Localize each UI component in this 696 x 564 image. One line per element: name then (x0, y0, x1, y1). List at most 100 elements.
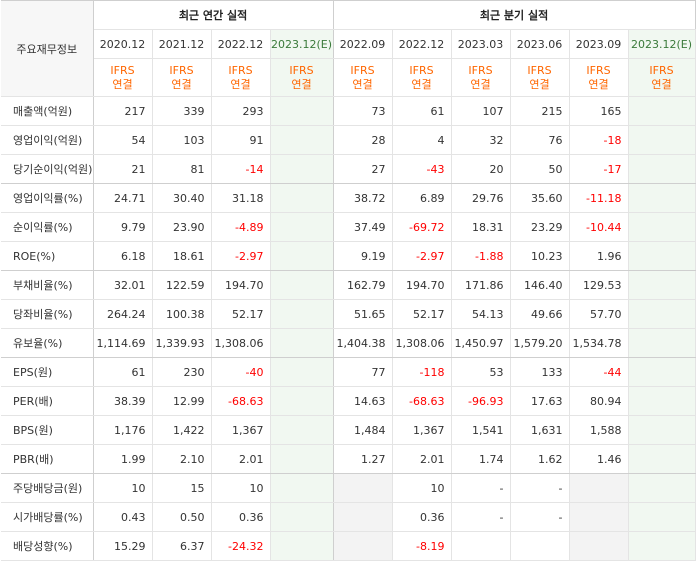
data-cell: 2.01 (211, 444, 271, 474)
row-label: 당기순이익(억원) (1, 154, 94, 184)
basis-scope: 연결 (230, 77, 251, 91)
data-cell (628, 386, 696, 416)
data-cell (569, 502, 629, 532)
basis-standard: IFRS (110, 63, 135, 77)
data-cell: -68.63 (211, 386, 271, 416)
data-cell: -18 (569, 125, 629, 155)
data-cell: 1,404.38 (333, 328, 393, 358)
basis-scope: 연결 (411, 77, 432, 91)
data-cell: -17 (569, 154, 629, 184)
data-cell: 103 (152, 125, 212, 155)
data-cell: 1,422 (152, 415, 212, 445)
period-header: 2023.09 (569, 29, 629, 59)
data-cell: 9.19 (333, 241, 393, 271)
table-row: 영업이익률(%) 24.71 30.40 31.18 38.72 6.89 29.76 35.… (1, 183, 696, 213)
table-row: EPS(원) 61 230 -40 77 -118 53 133 -44 (1, 357, 696, 387)
data-cell (270, 328, 334, 358)
data-cell: 194.70 (211, 270, 271, 300)
data-cell (451, 531, 511, 561)
data-cell (628, 212, 696, 242)
data-cell: -24.32 (211, 531, 271, 561)
data-cell (270, 154, 334, 184)
data-cell (270, 357, 334, 387)
data-cell: 1,367 (211, 415, 271, 445)
data-cell: 24.71 (93, 183, 153, 213)
data-cell: 31.18 (211, 183, 271, 213)
data-cell (270, 212, 334, 242)
data-cell: 27 (333, 154, 393, 184)
data-cell (270, 241, 334, 271)
data-cell: 91 (211, 125, 271, 155)
ifrs-consolidated-tag: IFRS 연결 (569, 58, 629, 97)
row-label: 매출액(억원) (1, 96, 94, 126)
data-cell (270, 444, 334, 474)
data-cell: 1.46 (569, 444, 629, 474)
basis-standard: IFRS (527, 63, 552, 77)
data-cell: 2.10 (152, 444, 212, 474)
row-label-header: 주요재무정보 (1, 0, 94, 97)
data-cell: -40 (211, 357, 271, 387)
data-cell: 28 (333, 125, 393, 155)
quarterly-results-header: 최근 분기 실적 (333, 0, 696, 30)
data-cell (270, 502, 334, 532)
data-cell: 9.79 (93, 212, 153, 242)
data-cell (628, 415, 696, 445)
data-cell: 35.60 (510, 183, 570, 213)
data-cell: 51.65 (333, 299, 393, 329)
basis-standard: IFRS (409, 63, 434, 77)
data-cell: 1.74 (451, 444, 511, 474)
header-group-row: 주요재무정보 최근 연간 실적 최근 분기 실적 (1, 0, 696, 97)
data-cell: -4.89 (211, 212, 271, 242)
data-cell (270, 183, 334, 213)
data-cell: 15 (152, 473, 212, 503)
data-cell: 293 (211, 96, 271, 126)
data-cell: 1,176 (93, 415, 153, 445)
data-cell (628, 357, 696, 387)
data-cell: 30.40 (152, 183, 212, 213)
data-cell (628, 473, 696, 503)
data-cell (628, 241, 696, 271)
annual-results-header: 최근 연간 실적 (93, 0, 334, 30)
data-cell: 14.63 (333, 386, 393, 416)
data-cell: 264.24 (93, 299, 153, 329)
basis-standard: IFRS (649, 63, 674, 77)
table-row: ROE(%) 6.18 18.61 -2.97 9.19 -2.97 -1.88 10.23 1… (1, 241, 696, 271)
data-cell (333, 502, 393, 532)
data-cell (628, 531, 696, 561)
row-label: 부채비율(%) (1, 270, 94, 300)
data-cell: -69.72 (392, 212, 452, 242)
data-cell: 29.76 (451, 183, 511, 213)
data-cell: 20 (451, 154, 511, 184)
row-label: 시가배당률(%) (1, 502, 94, 532)
data-cell: 171.86 (451, 270, 511, 300)
data-cell: 17.63 (510, 386, 570, 416)
period-header: 2023.06 (510, 29, 570, 59)
basis-standard: IFRS (350, 63, 375, 77)
period-header: 2022.12 (211, 29, 271, 59)
ifrs-consolidated-tag: IFRS 연결 (152, 58, 212, 97)
row-label: 영업이익(억원) (1, 125, 94, 155)
table-row: 주당배당금(원) 10 15 10 10- - (1, 473, 696, 503)
period-header: 2021.12 (152, 29, 212, 59)
data-cell: 1,339.93 (152, 328, 212, 358)
period-header: 2023.12(E) (270, 29, 334, 59)
data-cell: 217 (93, 96, 153, 126)
data-cell: -68.63 (392, 386, 452, 416)
data-cell (333, 531, 393, 561)
table-row: 유보율(%) 1,114.69 1,339.93 1,308.06 1,404.38 1,… (1, 328, 696, 358)
data-cell: -2.97 (392, 241, 452, 271)
data-cell: 50 (510, 154, 570, 184)
data-cell (270, 299, 334, 329)
table-row: 매출액(억원) 217 339 293 73 61 107 215 165 (1, 96, 696, 126)
data-cell (628, 125, 696, 155)
data-cell: 6.37 (152, 531, 212, 561)
data-cell: 80.94 (569, 386, 629, 416)
data-cell: 4 (392, 125, 452, 155)
data-cell: 165 (569, 96, 629, 126)
data-cell: 23.29 (510, 212, 570, 242)
period-header: 2022.09 (333, 29, 393, 59)
data-cell: 215 (510, 96, 570, 126)
period-header-row: 2020.12 2021.12 2022.12 2023.12(E) 2022.09 20… (1, 29, 696, 59)
data-cell (270, 415, 334, 445)
data-cell: 6.89 (392, 183, 452, 213)
